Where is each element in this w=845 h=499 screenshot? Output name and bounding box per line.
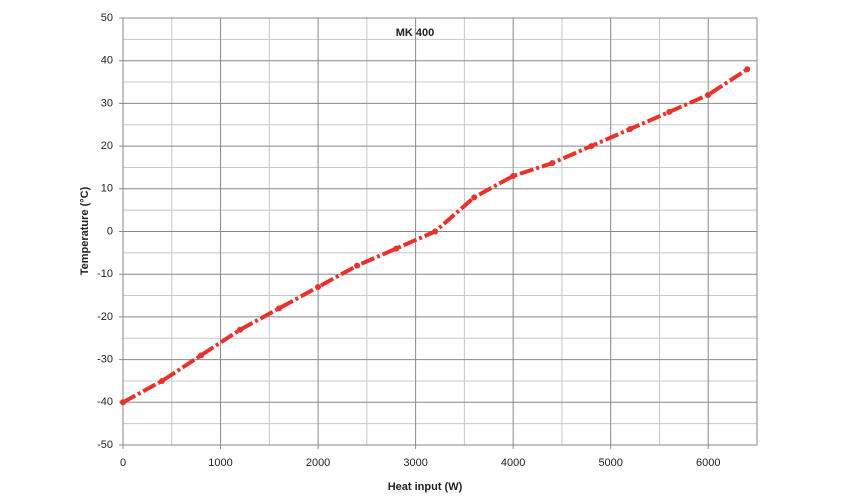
data-point	[315, 284, 322, 291]
y-tick-label: 40	[101, 55, 113, 67]
data-point	[627, 126, 634, 133]
x-tick-label: 0	[120, 457, 126, 469]
data-point	[588, 143, 595, 150]
y-tick-label: -20	[97, 311, 113, 323]
data-point	[432, 228, 439, 235]
y-tick-label: -30	[97, 354, 113, 366]
x-tick-label: 1000	[208, 457, 232, 469]
x-tick-label: 2000	[306, 457, 330, 469]
data-point	[666, 108, 673, 115]
y-tick-label: -50	[97, 439, 113, 451]
chart-title: MK 400	[396, 27, 435, 39]
y-tick-label: 30	[101, 97, 113, 109]
y-axis-label: Temperature (°C)	[79, 186, 91, 275]
data-point	[744, 66, 751, 73]
y-tick-label: 20	[101, 140, 113, 152]
data-point	[276, 305, 283, 312]
y-tick-label: 50	[101, 12, 113, 24]
data-line	[122, 67, 749, 405]
x-tick-label: 6000	[696, 457, 720, 469]
plot-frame	[122, 17, 758, 446]
data-point	[120, 399, 126, 406]
data-point	[510, 172, 517, 179]
y-tick-label: -10	[97, 268, 113, 280]
x-tick-label: 4000	[501, 457, 525, 469]
data-point	[549, 160, 556, 167]
y-tick-label: 10	[101, 183, 113, 195]
data-point	[198, 352, 205, 359]
data-point	[237, 326, 244, 333]
x-tick-label: 3000	[403, 457, 427, 469]
y-tick-label: -40	[97, 396, 113, 408]
data-point	[471, 194, 478, 201]
data-point	[705, 91, 712, 98]
data-point	[159, 377, 166, 384]
x-axis-label: Heat input (W)	[388, 481, 463, 493]
data-point	[393, 245, 400, 252]
x-tick-label: 5000	[598, 457, 622, 469]
data-point	[354, 262, 361, 269]
y-tick-label: 0	[107, 225, 113, 237]
